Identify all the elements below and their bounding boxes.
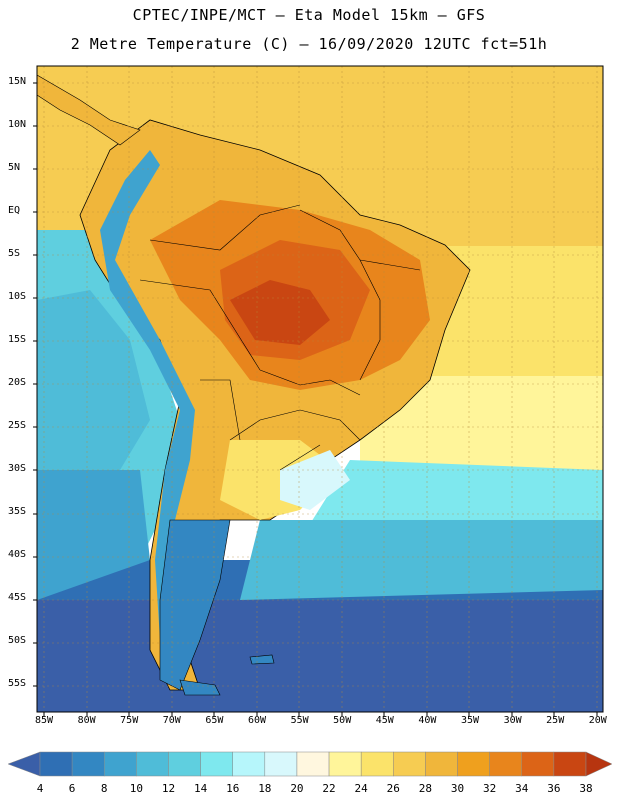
central-america (37, 74, 141, 146)
hottest-core-inner (230, 280, 330, 345)
colorbar-label: 8 (100, 782, 108, 795)
colorbar-segment (232, 751, 266, 777)
south-deep-field (37, 600, 603, 712)
country-borders (139, 204, 421, 471)
uruguay-cool (280, 450, 350, 510)
axis-ticks (33, 82, 598, 716)
colorbar-label: 24 (354, 782, 368, 795)
latitude-label: 30S (8, 463, 27, 474)
longitude-label: 75W (120, 715, 139, 726)
latitude-label: 40S (8, 549, 27, 560)
longitude-label: 25W (546, 715, 565, 726)
colorbar-segment (168, 751, 201, 777)
latitude-label: 15N (8, 76, 27, 87)
colorbar-label: 16 (226, 782, 240, 795)
latitude-label: 10S (8, 291, 27, 302)
colorbar-segment (136, 751, 169, 777)
longitude-label: 55W (290, 715, 309, 726)
colorbar-segment (71, 751, 105, 777)
latitude-label: 15S (8, 334, 27, 345)
colorbar-segment (328, 751, 362, 777)
map-border (36, 65, 604, 713)
colorbar-label: 34 (515, 782, 529, 795)
colorbar-segment (200, 751, 233, 777)
longitude-label: 50W (333, 715, 352, 726)
longitude-label: 40W (418, 715, 437, 726)
latitude-label: 45S (8, 592, 27, 603)
colorbar-segment (360, 751, 394, 777)
graticule (37, 66, 603, 712)
latitude-label: 10N (8, 119, 27, 130)
colorbar-segment (489, 751, 523, 777)
longitude-label: 70W (162, 715, 181, 726)
title-line-2: 2 Metre Temperature (C) – 16/09/2020 12U… (70, 35, 548, 53)
colorbar-label: 32 (483, 782, 497, 795)
colorbar-segment (425, 751, 458, 777)
colorbar-label: 30 (450, 782, 465, 795)
colorbar-segment (39, 751, 73, 777)
colorbar-label: 36 (547, 782, 561, 795)
longitude-label: 35W (460, 715, 480, 726)
longitude-label: 20W (588, 715, 607, 726)
colorbar-label: 26 (386, 782, 400, 795)
longitude-label: 45W (375, 715, 394, 726)
colorbar-label: 18 (258, 782, 272, 795)
colorbar-segment (103, 751, 137, 777)
latitude-label: 55S (8, 678, 27, 689)
colorbar-label: 22 (322, 782, 336, 795)
colorbar-label: 4 (36, 782, 44, 795)
latitude-label: 5S (8, 248, 21, 259)
latitude-label: 35S (8, 506, 27, 517)
colorbar-label: 10 (129, 782, 143, 795)
colorbar-label: 14 (193, 782, 208, 795)
colorbar-label: 20 (290, 782, 304, 795)
colorbar-label: 6 (68, 782, 76, 795)
longitude-label: 80W (77, 715, 96, 726)
pacific-cool-band (37, 290, 150, 470)
colorbar-segment (521, 751, 555, 777)
colorbar-label: 12 (161, 782, 176, 795)
latitude-label: 50S (8, 635, 27, 646)
ocean-field-cool-south-atlantic (360, 376, 603, 470)
pacific-southwest (37, 470, 150, 600)
colorbar-arrow-low (7, 751, 41, 777)
longitude-label: 60W (247, 715, 267, 726)
colorbar-segment (296, 751, 330, 777)
latitude-label: 20S (8, 377, 27, 388)
colorbar-segment (393, 751, 426, 777)
title-line-1: CPTEC/INPE/MCT – Eta Model 15km – GFS (132, 6, 486, 24)
latitude-label: 25S (8, 420, 27, 431)
latitude-label: EQ (8, 205, 21, 216)
colorbar-segment (457, 751, 490, 777)
falklands (249, 654, 275, 665)
longitude-label: 65W (205, 715, 224, 726)
latitude-label: 5N (8, 162, 21, 173)
colorbar-label: 38 (579, 782, 593, 795)
colorbar-label: 28 (418, 782, 433, 795)
colorbar-arrow-high (585, 751, 613, 777)
colorbar-segment (264, 751, 298, 777)
colorbar-segment (553, 751, 587, 777)
ocean-field-south-atlantic-mid (240, 520, 603, 600)
patagonia-cold (159, 519, 231, 691)
tierra-del-fuego (179, 679, 221, 696)
longitude-label: 30W (503, 715, 522, 726)
colorbar (7, 751, 613, 777)
longitude-label: 85W (34, 715, 54, 726)
